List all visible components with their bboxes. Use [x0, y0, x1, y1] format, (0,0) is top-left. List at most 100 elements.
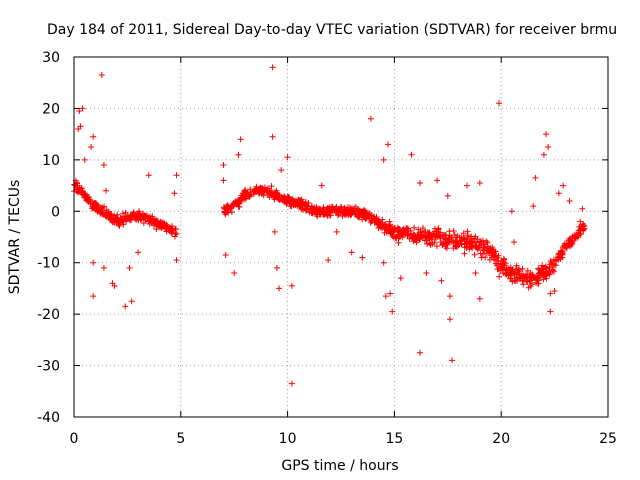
data-point-outlier [382, 293, 389, 300]
data-point [268, 183, 275, 190]
data-point-outlier [269, 133, 276, 140]
y-tick-label: -20 [37, 307, 60, 323]
data-point [287, 202, 294, 209]
data-point [466, 243, 473, 250]
axis-ticks [73, 56, 609, 418]
data-point [413, 239, 420, 246]
data-point [415, 226, 422, 233]
data-point-outlier [222, 252, 229, 258]
data-point-outlier [325, 257, 332, 264]
data-point [499, 264, 506, 271]
data-point [522, 276, 529, 283]
data-point [266, 193, 273, 200]
data-point [461, 250, 468, 257]
data-point [103, 214, 110, 221]
data-point [381, 229, 388, 236]
data-point [279, 197, 286, 204]
data-point [439, 242, 446, 249]
data-point [419, 224, 426, 231]
data-point [169, 226, 176, 233]
data-point-outlier [100, 264, 107, 271]
data-point [126, 215, 133, 222]
data-point [256, 190, 263, 197]
data-point-outlier [220, 177, 227, 184]
data-point [480, 241, 487, 248]
chart-title: Day 184 of 2011, Sidereal Day-to-day VTE… [47, 22, 617, 38]
data-point [402, 231, 409, 238]
data-point [514, 274, 521, 281]
data-point [473, 243, 480, 250]
data-point [168, 225, 175, 232]
data-point-outlier [449, 357, 456, 364]
data-point [525, 284, 532, 291]
data-point-outlier [444, 192, 451, 199]
data-point [138, 215, 145, 222]
data-point [421, 237, 428, 244]
data-point-outlier [380, 259, 387, 266]
data-point-outlier [288, 380, 295, 387]
data-point [171, 233, 178, 240]
data-point [491, 256, 498, 263]
data-point [394, 227, 401, 234]
data-point [426, 240, 433, 247]
data-point [309, 209, 316, 216]
x-tick-label: 15 [385, 431, 403, 447]
x-axis-label: GPS time / hours [281, 458, 398, 474]
data-point [503, 266, 510, 273]
data-point [504, 267, 511, 274]
y-tick-labels: -40 -30 -20 -10 0 10 20 30 [37, 50, 60, 426]
data-point [441, 232, 448, 239]
data-point [116, 222, 123, 229]
data-point-outlier [126, 264, 133, 271]
data-point-outlier [577, 218, 584, 225]
data-point [395, 239, 402, 246]
data-point [434, 230, 441, 237]
data-point [260, 186, 267, 193]
data-point-outlier [81, 156, 88, 163]
data-point [87, 198, 94, 205]
data-point [464, 232, 471, 239]
data-point [302, 198, 309, 205]
data-point [534, 273, 541, 280]
data-point-outlier [446, 316, 453, 323]
data-point-outlier [566, 198, 573, 204]
data-point-outlier [88, 144, 95, 150]
data-point [450, 238, 457, 245]
data-point [433, 243, 440, 250]
data-point-outlier [547, 308, 554, 315]
data-point [509, 270, 516, 277]
data-point-outlier [438, 277, 445, 284]
data-point [509, 266, 516, 273]
data-point [375, 217, 382, 224]
data-point-outlier [288, 282, 295, 289]
data-point-outlier [348, 249, 355, 256]
data-point-outlier [77, 123, 84, 130]
data-point [97, 210, 104, 217]
data-point [474, 246, 481, 253]
data-point-outlier [387, 290, 394, 297]
data-point [553, 258, 560, 265]
data-point [543, 269, 550, 276]
data-point-outlier [220, 162, 227, 168]
data-point-outlier [90, 259, 97, 266]
data-point [456, 234, 463, 241]
data-point-outlier [271, 228, 278, 235]
data-point-outlier [560, 182, 567, 189]
y-tick-label: 20 [42, 101, 60, 117]
data-point-outlier [476, 180, 483, 186]
data-point-outlier [417, 180, 424, 186]
data-point [371, 219, 378, 226]
data-point [305, 199, 312, 206]
data-point [319, 207, 326, 214]
data-point [350, 207, 357, 214]
data-point [460, 230, 467, 237]
data-point [75, 189, 82, 196]
data-point [323, 206, 330, 213]
data-point-outlier [472, 270, 479, 276]
data-point [232, 198, 239, 205]
data-point-outlier [318, 182, 325, 189]
data-point [481, 247, 488, 254]
data-point [396, 232, 403, 239]
data-point [457, 238, 464, 245]
y-axis-label: SDTVAR / TECUs [7, 180, 23, 295]
